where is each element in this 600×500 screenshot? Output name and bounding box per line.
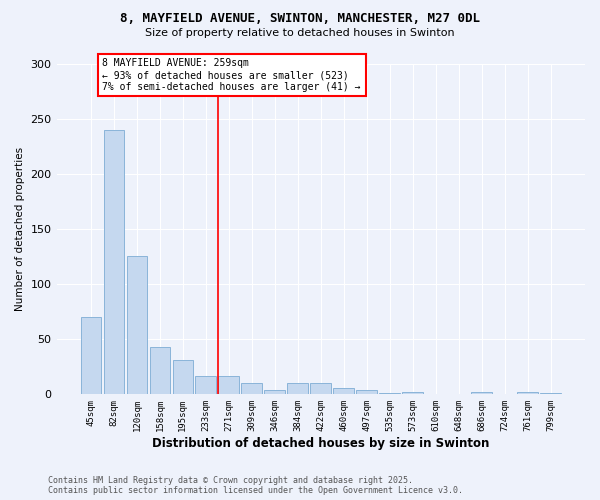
Bar (104, 130, 124, 394)
Bar (218, 376, 239, 394)
Bar (149, 347, 170, 395)
Y-axis label: Number of detached properties: Number of detached properties (15, 147, 25, 311)
X-axis label: Distribution of detached houses by size in Swinton: Distribution of detached houses by size … (152, 437, 490, 450)
Bar (265, 390, 285, 394)
Bar (127, 256, 147, 394)
Bar (241, 384, 262, 394)
Text: Contains HM Land Registry data © Crown copyright and database right 2025.
Contai: Contains HM Land Registry data © Crown c… (48, 476, 463, 495)
Bar (173, 360, 193, 394)
Bar (287, 384, 308, 394)
Text: 8, MAYFIELD AVENUE, SWINTON, MANCHESTER, M27 0DL: 8, MAYFIELD AVENUE, SWINTON, MANCHESTER,… (120, 12, 480, 26)
Bar (310, 384, 331, 394)
Bar (356, 390, 377, 394)
Text: Size of property relative to detached houses in Swinton: Size of property relative to detached ho… (145, 28, 455, 38)
Bar (517, 392, 538, 394)
Text: 8 MAYFIELD AVENUE: 259sqm
← 93% of detached houses are smaller (523)
7% of semi-: 8 MAYFIELD AVENUE: 259sqm ← 93% of detac… (103, 58, 361, 92)
Bar (472, 392, 492, 394)
Bar (196, 376, 216, 394)
Bar (540, 393, 561, 394)
Bar (80, 317, 101, 394)
Bar (334, 388, 354, 394)
Bar (379, 393, 400, 394)
Bar (403, 392, 423, 394)
